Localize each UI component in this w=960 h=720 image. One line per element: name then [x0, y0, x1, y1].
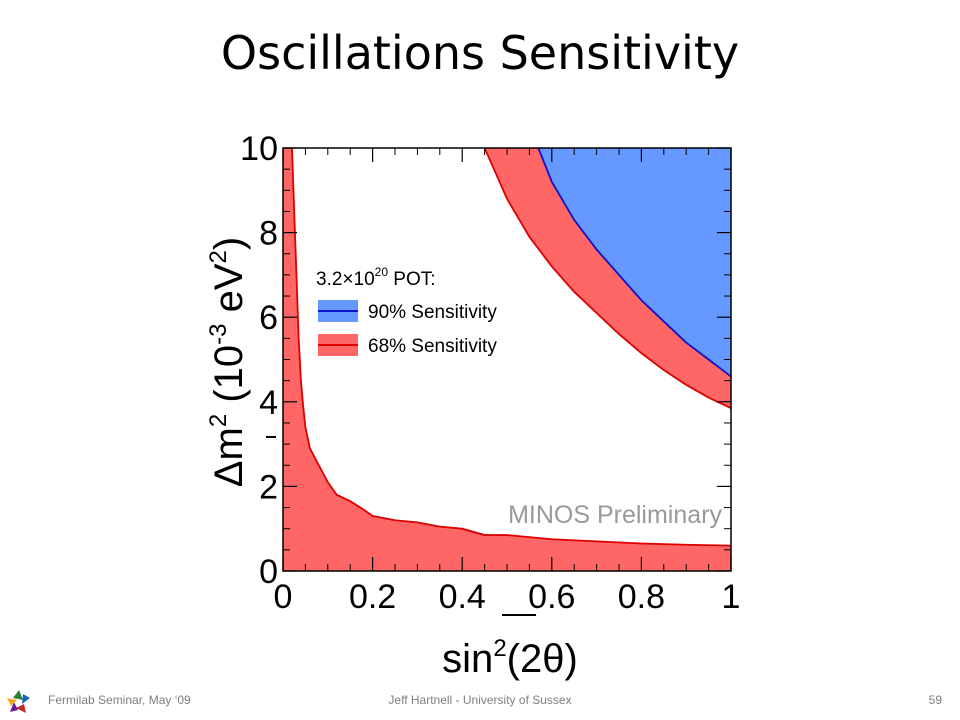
- y-tick-label: 2: [259, 468, 278, 506]
- y-tick-label: 10: [240, 130, 278, 168]
- legend: 3.2×1020 POT: 90% Sensitivity 68% Sensit…: [316, 265, 497, 357]
- minos-preliminary-annotation: MINOS Preliminary: [508, 501, 722, 529]
- x-tick-label: 0.2: [349, 578, 396, 616]
- x-tick-label: 0.6: [528, 578, 575, 616]
- legend-label-90: 90% Sensitivity: [368, 302, 497, 323]
- y-tick-label: 4: [259, 384, 278, 422]
- slide-title: Oscillations Sensitivity: [220, 26, 740, 80]
- x-tick-label: 0.4: [439, 578, 486, 616]
- y-tick-label: 6: [259, 299, 278, 337]
- fermilab-logo-icon: [7, 690, 30, 713]
- legend-header: 3.2×1020 POT:: [316, 265, 436, 290]
- contour-fill-upper-right-90: [538, 148, 731, 377]
- y-axis-label: Δm2 (10-3 eV2): [205, 237, 251, 487]
- x-tick-label: 0.8: [618, 578, 665, 616]
- x-tick-label: 0: [274, 578, 293, 616]
- footer-author: Jeff Hartnell - University of Sussex: [388, 693, 572, 707]
- legend-label-68: 68% Sensitivity: [368, 336, 497, 357]
- contour-fill-lower-left-68: [283, 148, 731, 571]
- contour-line-upper-right-90: [537, 147, 732, 378]
- footer-event: Fermilab Seminar, May ‘09: [48, 693, 191, 707]
- x-tick-label: 1: [722, 578, 741, 616]
- contour-line-lower-left-68: [291, 147, 732, 547]
- contour-line-upper-right-68: [483, 147, 732, 409]
- y-tick-label: 0: [259, 553, 278, 591]
- page-number: 59: [928, 693, 942, 707]
- x-axis-label: sin2(2θ): [442, 635, 578, 681]
- y-tick-label: 8: [259, 215, 278, 253]
